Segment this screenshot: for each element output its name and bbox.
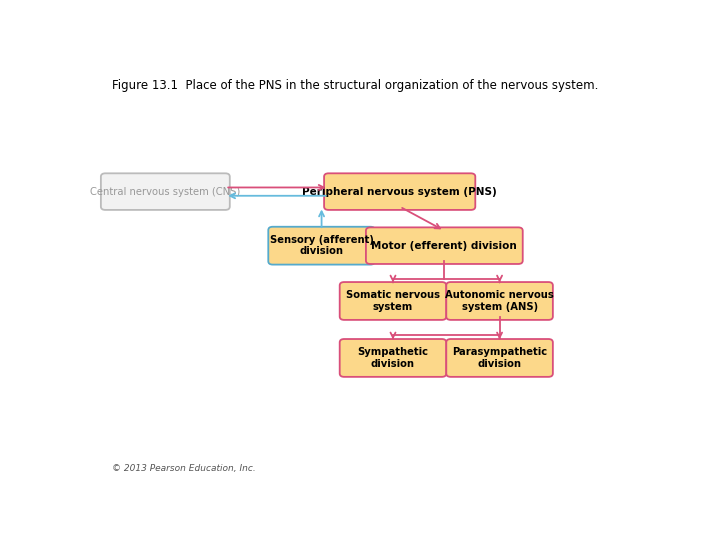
Text: Somatic nervous
system: Somatic nervous system (346, 290, 440, 312)
Text: Sensory (afferent)
division: Sensory (afferent) division (269, 235, 374, 256)
FancyBboxPatch shape (340, 339, 446, 377)
Text: Parasympathetic
division: Parasympathetic division (452, 347, 547, 369)
Text: Autonomic nervous
system (ANS): Autonomic nervous system (ANS) (445, 290, 554, 312)
Text: Figure 13.1  Place of the PNS in the structural organization of the nervous syst: Figure 13.1 Place of the PNS in the stru… (112, 79, 599, 92)
Text: Motor (efferent) division: Motor (efferent) division (372, 241, 517, 251)
FancyBboxPatch shape (340, 282, 446, 320)
FancyBboxPatch shape (366, 227, 523, 264)
Text: Central nervous system (CNS): Central nervous system (CNS) (90, 187, 240, 197)
FancyBboxPatch shape (324, 173, 475, 210)
FancyBboxPatch shape (269, 227, 375, 265)
Text: Sympathetic
division: Sympathetic division (358, 347, 428, 369)
FancyBboxPatch shape (101, 173, 230, 210)
FancyBboxPatch shape (446, 282, 553, 320)
Text: © 2013 Pearson Education, Inc.: © 2013 Pearson Education, Inc. (112, 464, 256, 473)
FancyBboxPatch shape (446, 339, 553, 377)
Text: Peripheral nervous system (PNS): Peripheral nervous system (PNS) (302, 187, 497, 197)
